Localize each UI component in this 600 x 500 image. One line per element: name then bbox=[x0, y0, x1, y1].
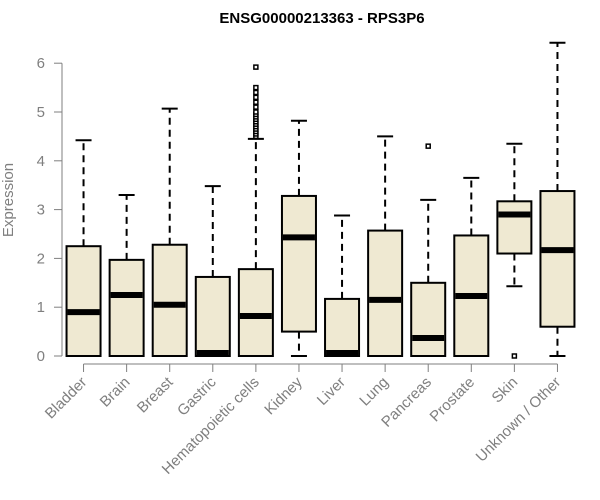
y-tick-label: 0 bbox=[37, 348, 45, 365]
y-tick-label: 3 bbox=[37, 202, 45, 219]
box-iqr bbox=[151, 243, 188, 357]
y-tick-label: 6 bbox=[37, 55, 45, 72]
outlier-point bbox=[253, 94, 259, 101]
y-axis: 0 1 2 3 4 5 6 bbox=[37, 55, 63, 365]
box-group bbox=[453, 176, 490, 358]
box-iqr bbox=[539, 190, 576, 328]
y-tick-label: 5 bbox=[37, 104, 45, 121]
box-group bbox=[410, 143, 447, 357]
box-iqr bbox=[237, 268, 274, 357]
x-tick-label: Brain bbox=[97, 374, 134, 411]
outlier-point bbox=[253, 64, 259, 70]
boxes bbox=[65, 41, 576, 359]
x-tick-label: Skin bbox=[489, 374, 522, 407]
box-group bbox=[367, 135, 404, 357]
y-tick-label: 1 bbox=[37, 299, 45, 316]
box-group bbox=[108, 193, 145, 358]
box-iqr bbox=[496, 200, 533, 255]
y-tick-label: 2 bbox=[37, 250, 45, 267]
box-group bbox=[280, 119, 317, 357]
box-iqr bbox=[280, 194, 317, 333]
box-group bbox=[496, 142, 533, 359]
box-iqr bbox=[367, 229, 404, 357]
outlier-point bbox=[253, 109, 259, 115]
x-tick-label: Lung bbox=[356, 374, 392, 410]
box-iqr bbox=[410, 281, 447, 357]
box-iqr bbox=[108, 258, 145, 358]
x-tick-label: Prostate bbox=[427, 374, 479, 426]
y-axis-title: Expression bbox=[0, 163, 17, 237]
box-iqr bbox=[324, 297, 361, 357]
outlier-point bbox=[425, 143, 431, 149]
y-tick-label: 4 bbox=[37, 153, 45, 170]
outlier-point bbox=[253, 104, 259, 110]
box-group bbox=[324, 214, 361, 357]
chart-title: ENSG00000213363 - RPS3P6 bbox=[219, 10, 424, 27]
box-group bbox=[194, 185, 231, 357]
x-tick-label: Bladder bbox=[42, 374, 91, 423]
x-tick-label: Breast bbox=[134, 373, 177, 416]
box-group bbox=[65, 139, 102, 357]
x-tick-label: Kidney bbox=[261, 373, 306, 418]
box-iqr bbox=[65, 245, 102, 357]
box-group bbox=[539, 41, 576, 357]
outlier-point bbox=[253, 84, 259, 91]
outlier-point bbox=[253, 89, 259, 96]
outlier-point bbox=[253, 99, 259, 105]
outlier-point bbox=[511, 353, 518, 359]
box-iqr bbox=[194, 275, 231, 357]
x-tick-label: Liver bbox=[314, 374, 349, 409]
box-group bbox=[237, 64, 274, 357]
box-group bbox=[151, 107, 188, 357]
